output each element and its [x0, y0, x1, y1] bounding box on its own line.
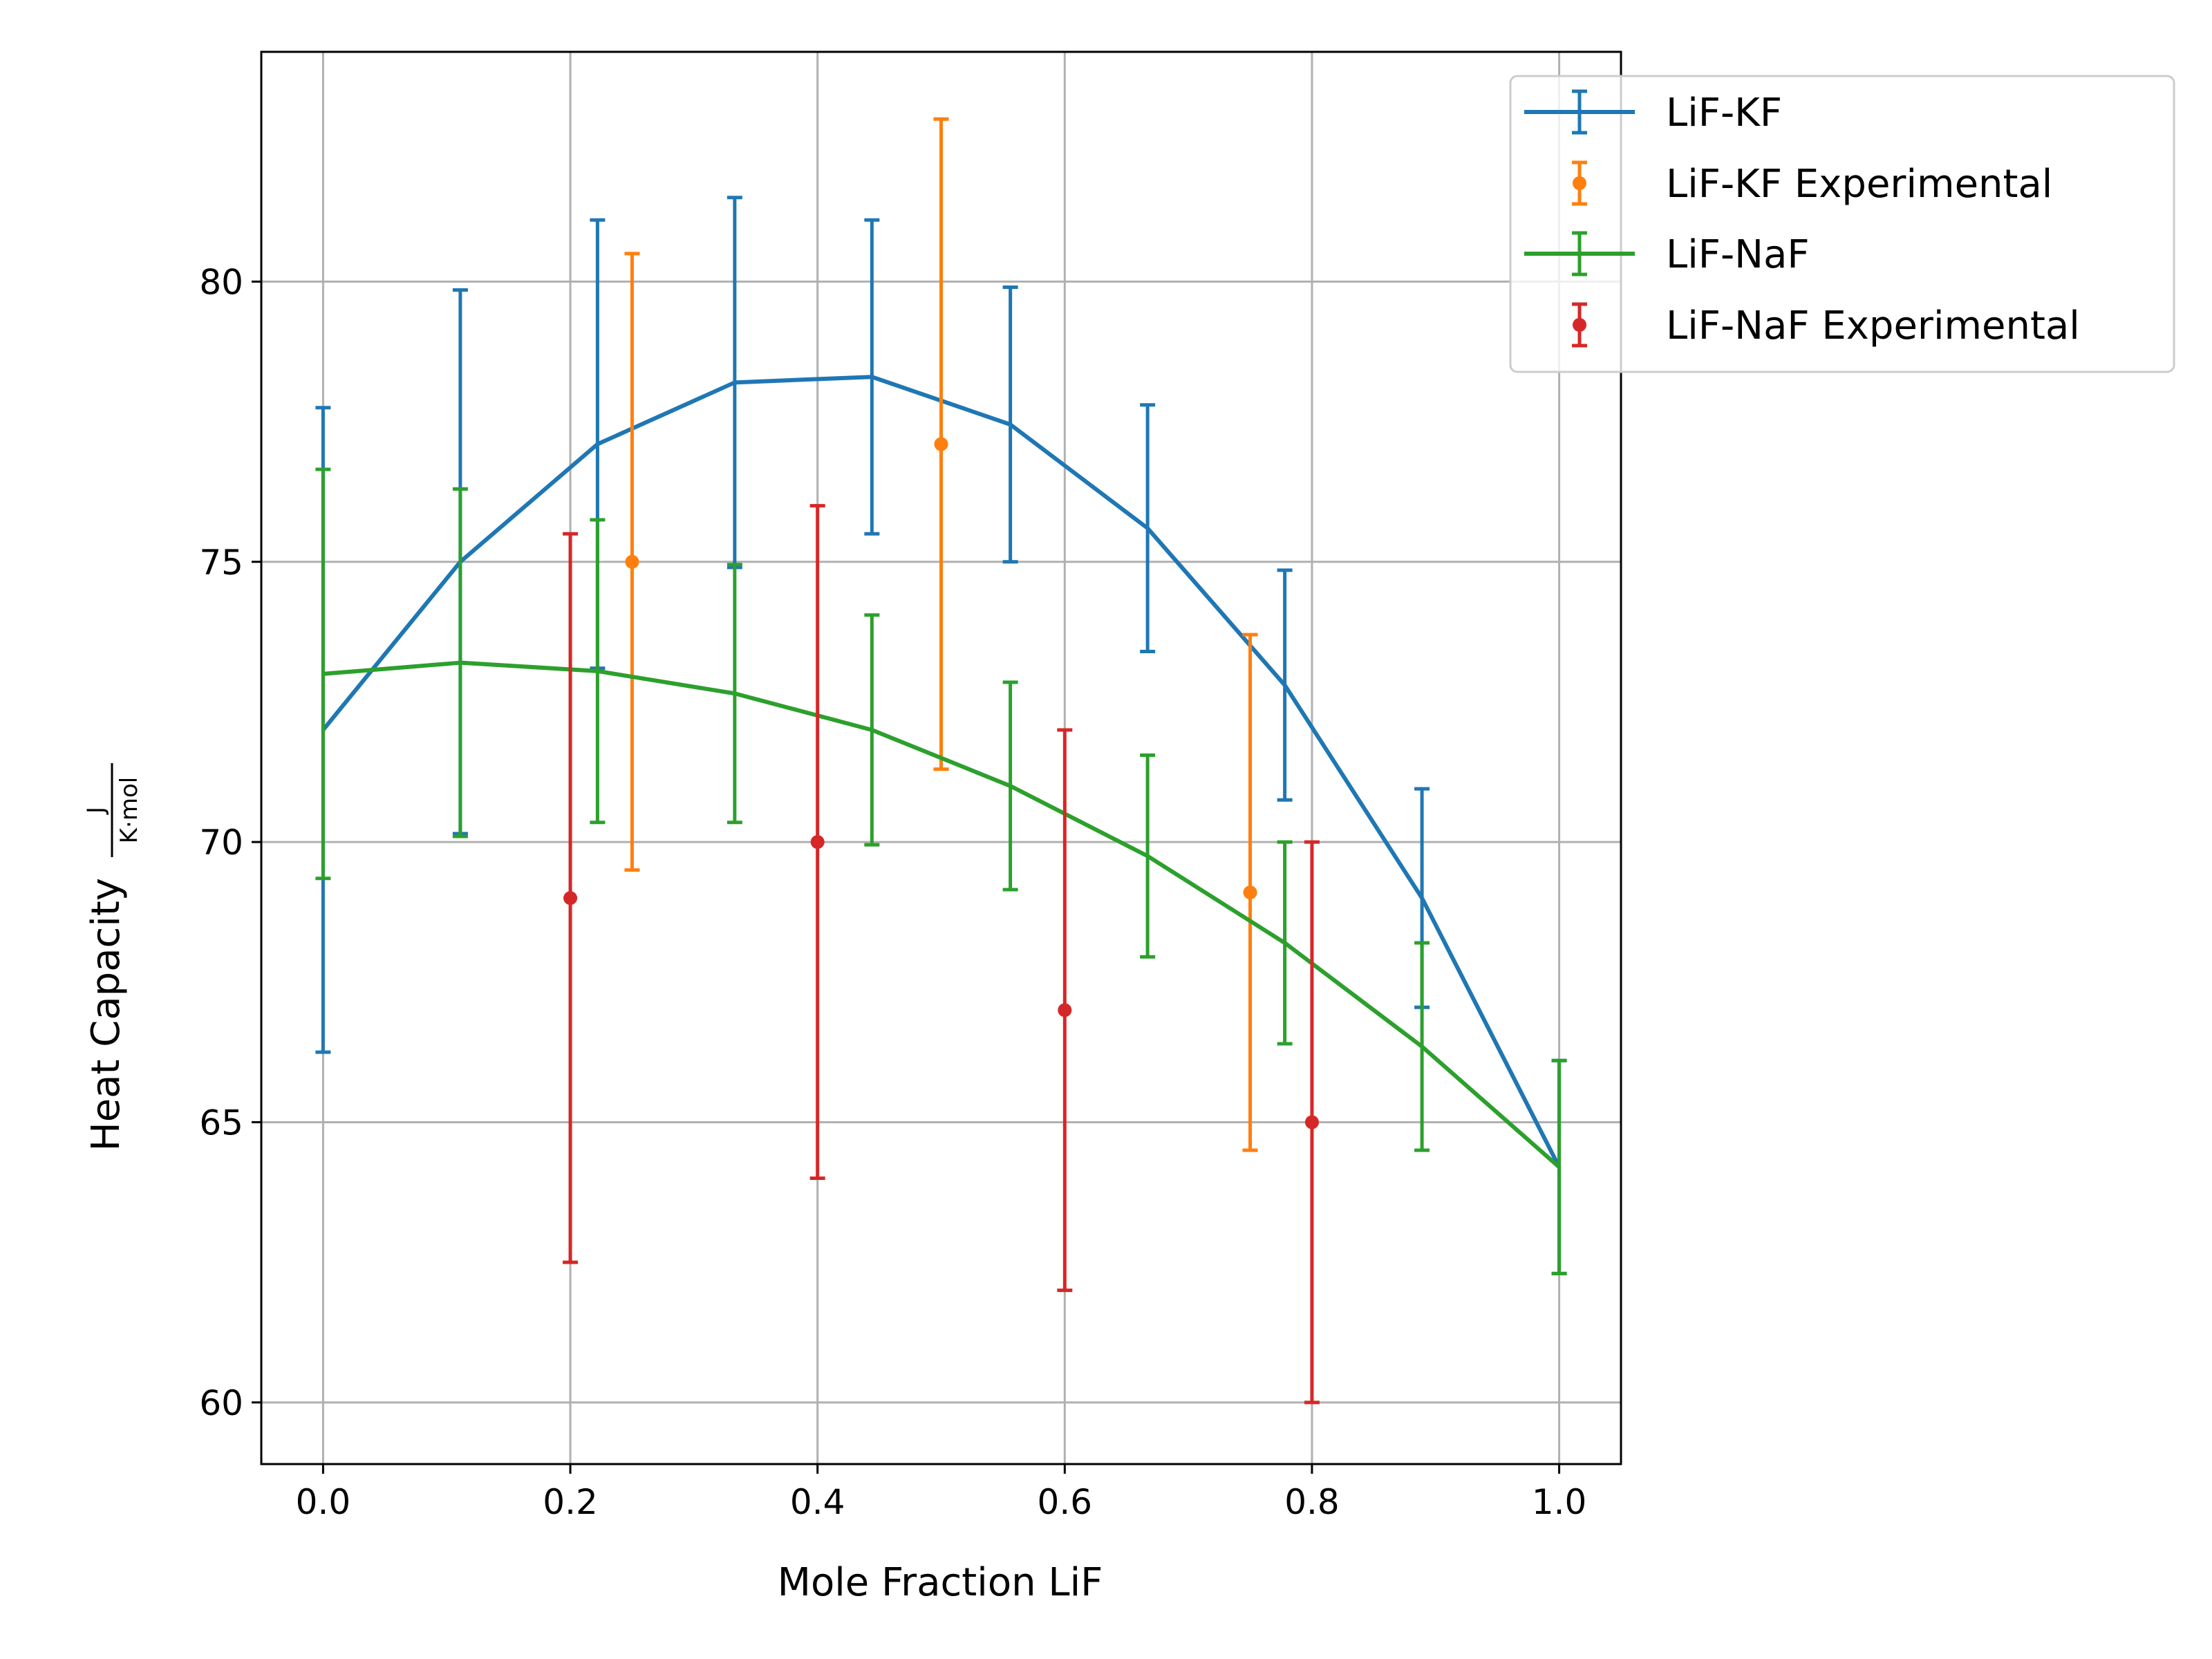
y-axis-ticks: 60 65 70 75 80 [199, 262, 261, 1423]
legend-marker [1573, 176, 1586, 190]
x-axis-label: Mole Fraction LiF [778, 1560, 1103, 1605]
y-tick-label: 80 [199, 262, 243, 302]
x-tick-label: 0.4 [790, 1482, 845, 1522]
x-axis-ticks: 0.0 0.2 0.4 0.6 0.8 1.0 [296, 1464, 1587, 1522]
data-point [934, 437, 948, 451]
series-lif-naf-experimental [563, 504, 1320, 1405]
y-axis-label: Heat Capacity J K·mol [82, 763, 143, 1151]
y-tick-label: 65 [199, 1103, 243, 1143]
data-point [1243, 885, 1257, 900]
legend-item: LiF-KF Experimental [1572, 160, 2052, 207]
plot-frame [260, 50, 1622, 1465]
y-tick-label: 70 [199, 823, 243, 863]
x-tick-label: 0.2 [543, 1482, 598, 1522]
data-point [1304, 1115, 1319, 1130]
series-layer [315, 117, 1567, 1405]
legend-label: LiF-KF [1666, 91, 1782, 135]
legend-item: LiF-NaF Experimental [1572, 302, 2080, 348]
legend-label: LiF-KF Experimental [1666, 162, 2052, 207]
data-point [810, 835, 825, 850]
x-tick-label: 0.0 [296, 1482, 351, 1522]
x-tick-label: 1.0 [1532, 1482, 1587, 1522]
series-lif-naf [315, 467, 1567, 1275]
series-lif-kf-experimental [624, 117, 1258, 1152]
legend-label: LiF-NaF Experimental [1666, 303, 2080, 348]
legend-item: LiF-KF [1524, 89, 1782, 135]
series-line [323, 660, 1561, 1169]
data-point [1058, 1003, 1072, 1018]
y-axis-label-text: Heat Capacity [84, 878, 129, 1151]
legend: LiF-KF LiF-KF Experimental LiF-NaF LiF-NaF … [1509, 75, 2175, 373]
y-axis-unit-numerator: J [82, 807, 110, 815]
x-tick-label: 0.8 [1284, 1482, 1340, 1522]
legend-label: LiF-NaF [1666, 232, 1810, 277]
y-axis-unit-denominator: K·mol [115, 777, 143, 843]
data-point [625, 554, 639, 569]
y-tick-label: 60 [199, 1383, 243, 1423]
data-point [563, 891, 578, 906]
legend-box [1509, 75, 2175, 373]
y-tick-label: 75 [199, 543, 243, 583]
legend-marker [1573, 318, 1586, 332]
legend-items: LiF-KF LiF-KF Experimental LiF-NaF LiF-NaF … [1524, 89, 2080, 348]
legend-item: LiF-NaF [1524, 231, 1810, 277]
x-tick-label: 0.6 [1038, 1482, 1093, 1522]
